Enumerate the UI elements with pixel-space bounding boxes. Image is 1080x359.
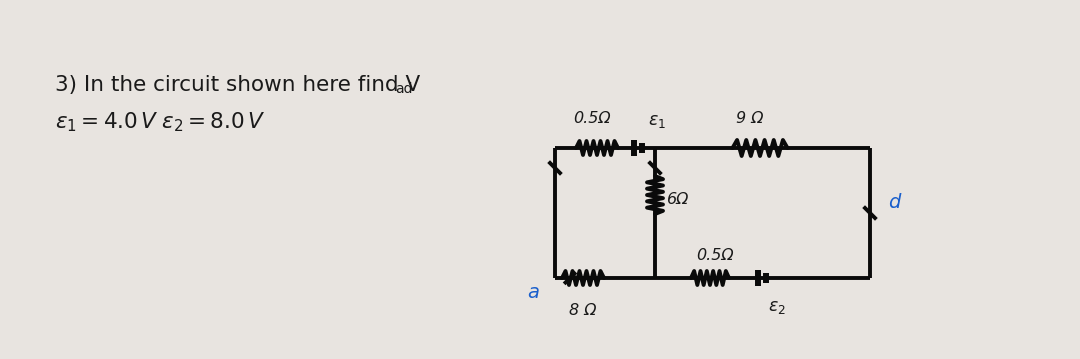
- Text: ad: ad: [395, 82, 413, 96]
- Text: a: a: [527, 283, 539, 302]
- Text: 8 Ω: 8 Ω: [569, 303, 597, 318]
- Text: 0.5Ω: 0.5Ω: [697, 248, 733, 263]
- Text: 6Ω: 6Ω: [667, 192, 689, 208]
- Text: $\varepsilon_1 = 4.0\,V\;\varepsilon_2 = 8.0\,V$: $\varepsilon_1 = 4.0\,V\;\varepsilon_2 =…: [55, 110, 266, 134]
- Text: d: d: [888, 194, 901, 213]
- Text: 0.5Ω: 0.5Ω: [573, 111, 611, 126]
- Text: $\varepsilon_2$: $\varepsilon_2$: [768, 298, 786, 316]
- Text: 3) In the circuit shown here find V: 3) In the circuit shown here find V: [55, 75, 420, 95]
- Text: $\varepsilon_1$: $\varepsilon_1$: [648, 112, 666, 130]
- Text: 9 Ω: 9 Ω: [737, 111, 764, 126]
